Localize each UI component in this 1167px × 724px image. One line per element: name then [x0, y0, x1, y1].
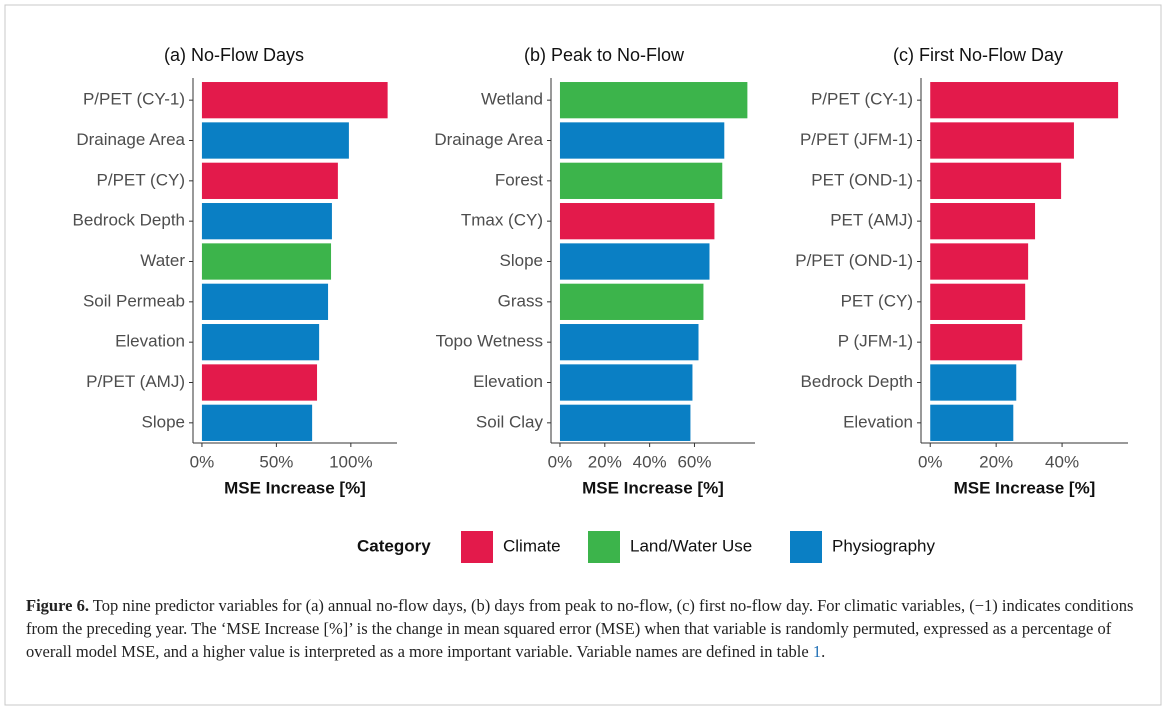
y-tick-label: Drainage Area: [76, 130, 185, 149]
panel-title: (c) First No-Flow Day: [893, 45, 1063, 65]
y-tick-label: Bedrock Depth: [73, 211, 185, 230]
x-axis-title: MSE Increase [%]: [954, 478, 1096, 497]
bar: [201, 203, 332, 240]
panel-title: (a) No-Flow Days: [164, 45, 304, 65]
y-tick-label: Water: [140, 251, 185, 270]
bar: [930, 324, 1023, 361]
y-tick-label: Elevation: [473, 372, 543, 391]
bar: [930, 82, 1119, 119]
y-tick-label: Soil Clay: [476, 412, 544, 431]
legend-label: Physiography: [832, 536, 936, 555]
bar: [559, 364, 693, 401]
y-tick-label: Elevation: [843, 412, 913, 431]
bar: [930, 162, 1062, 199]
y-tick-label: Forest: [495, 170, 543, 189]
bar: [201, 243, 332, 280]
y-tick-label: P (JFM-1): [838, 332, 913, 351]
y-tick-label: PET (CY): [841, 291, 913, 310]
y-tick-label: Elevation: [115, 332, 185, 351]
bar: [559, 404, 691, 441]
y-tick-label: Bedrock Depth: [801, 372, 913, 391]
caption-label: Figure 6.: [26, 596, 89, 615]
frame: [4, 4, 1162, 706]
x-tick-label: 50%: [259, 452, 293, 471]
bar: [201, 404, 313, 441]
y-tick-label: Topo Wetness: [436, 332, 543, 351]
bar: [201, 324, 320, 361]
bar: [930, 283, 1026, 320]
x-tick-label: 0%: [190, 452, 215, 471]
y-tick-label: Slope: [500, 251, 543, 270]
x-axis-title: MSE Increase [%]: [582, 478, 724, 497]
legend-swatch: [461, 531, 493, 563]
bar: [559, 82, 748, 119]
bar: [201, 122, 349, 159]
y-tick-label: Slope: [142, 412, 185, 431]
bar: [201, 162, 338, 199]
bar: [930, 364, 1017, 401]
y-tick-label: P/PET (CY-1): [83, 90, 185, 109]
legend-label: Climate: [503, 536, 561, 555]
legend-title: Category: [357, 536, 431, 555]
x-tick-label: 40%: [1045, 452, 1079, 471]
legend-label: Land/Water Use: [630, 536, 752, 555]
y-tick-label: P/PET (CY-1): [811, 90, 913, 109]
x-tick-label: 40%: [633, 452, 667, 471]
y-tick-label: PET (OND-1): [811, 170, 913, 189]
x-tick-label: 0%: [918, 452, 943, 471]
caption-text: Top nine predictor variables for (a) ann…: [26, 596, 1134, 661]
y-tick-label: P/PET (OND-1): [795, 251, 913, 270]
caption: Figure 6. Top nine predictor variables f…: [26, 594, 1136, 663]
bar: [930, 203, 1036, 240]
bar: [930, 243, 1029, 280]
x-tick-label: 60%: [677, 452, 711, 471]
y-tick-label: PET (AMJ): [830, 211, 913, 230]
x-tick-label: 20%: [979, 452, 1013, 471]
bar: [559, 203, 715, 240]
x-axis-title: MSE Increase [%]: [224, 478, 366, 497]
bar: [559, 162, 723, 199]
bar: [559, 122, 725, 159]
bar: [201, 283, 329, 320]
bar: [559, 324, 699, 361]
bar: [201, 82, 388, 119]
x-tick-label: 100%: [329, 452, 372, 471]
y-tick-label: Soil Permeab: [83, 291, 185, 310]
bar: [559, 243, 710, 280]
bar: [201, 364, 318, 401]
y-tick-label: Drainage Area: [434, 130, 543, 149]
caption-ref[interactable]: 1: [812, 642, 822, 661]
legend-swatch: [790, 531, 822, 563]
y-tick-label: P/PET (CY): [97, 170, 185, 189]
y-tick-label: Tmax (CY): [461, 211, 543, 230]
bar: [930, 404, 1014, 441]
x-tick-label: 20%: [588, 452, 622, 471]
legend-swatch: [588, 531, 620, 563]
bar: [930, 122, 1074, 159]
y-tick-label: Wetland: [481, 90, 543, 109]
x-tick-label: 0%: [548, 452, 573, 471]
y-tick-label: Grass: [498, 291, 543, 310]
panel-title: (b) Peak to No-Flow: [524, 45, 685, 65]
y-tick-label: P/PET (AMJ): [86, 372, 185, 391]
caption-tail: .: [821, 642, 826, 661]
y-tick-label: P/PET (JFM-1): [800, 130, 913, 149]
bar: [559, 283, 704, 320]
